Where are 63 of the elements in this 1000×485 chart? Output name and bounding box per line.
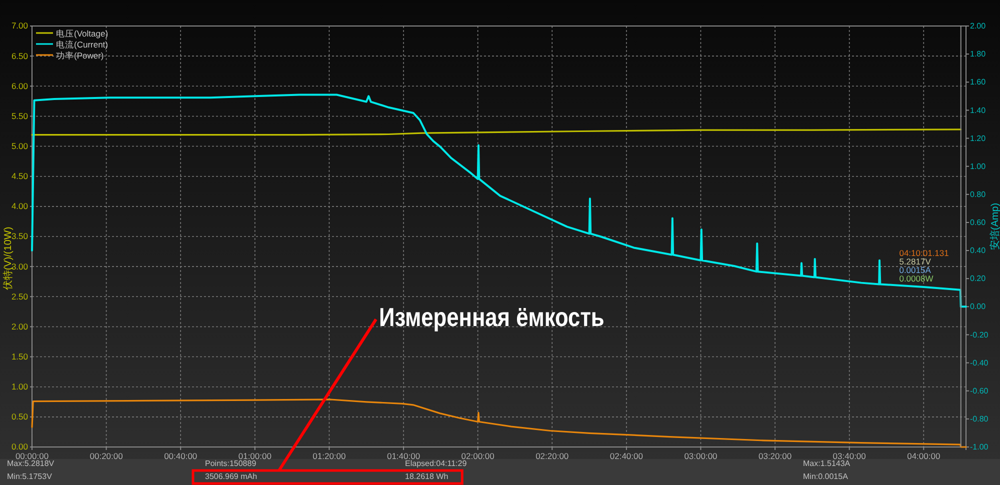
legend-label: 电流(Current) bbox=[56, 40, 108, 50]
line-series bbox=[31, 398, 967, 448]
ref-line-label: 04:10:01.131 bbox=[899, 248, 950, 258]
text: 18.2618 Wh bbox=[405, 472, 448, 481]
text: Min:5.1753V bbox=[7, 472, 53, 481]
x-tick-label: 00:00:00 bbox=[15, 451, 49, 462]
x-tick-label: 01:20:00 bbox=[312, 451, 346, 462]
text: Elapsed:04:11:29 bbox=[405, 459, 468, 468]
y2-tick-label: 1.60 bbox=[970, 78, 986, 87]
y2-tick-label: 0.40 bbox=[970, 246, 986, 256]
y-tick-label: 5.00 bbox=[11, 141, 28, 152]
y-tick-label: 7.00 bbox=[11, 20, 28, 31]
x-tick-label: 03:20:00 bbox=[758, 451, 792, 462]
y2-tick-label: 1.80 bbox=[970, 50, 986, 59]
y-tick-label: 2.00 bbox=[11, 321, 28, 332]
text: Min:0.0015A bbox=[803, 472, 849, 481]
y2-tick-label: 0.20 bbox=[970, 274, 986, 284]
x-tick-label: 01:40:00 bbox=[386, 451, 420, 462]
y2-tick-label: 1.20 bbox=[970, 134, 986, 143]
y2-tick-label: -0.40 bbox=[970, 358, 989, 368]
y-tick-label: 1.50 bbox=[11, 352, 28, 362]
x-tick-label: 02:20:00 bbox=[536, 451, 569, 462]
x-tick-label: 03:00:00 bbox=[684, 451, 718, 462]
y-tick-label: 2.50 bbox=[11, 291, 28, 302]
y2-tick-label: 1.40 bbox=[970, 106, 986, 115]
y-tick-label: 3.50 bbox=[11, 231, 28, 242]
text: Max:5.2818V bbox=[7, 459, 55, 468]
text: Points:150889 bbox=[205, 459, 257, 468]
y2-tick-label: 0.80 bbox=[970, 190, 986, 199]
y-tick-label: 4.50 bbox=[11, 171, 28, 182]
y2-tick-label: -0.60 bbox=[970, 386, 989, 396]
y-tick-label: 1.00 bbox=[11, 382, 28, 392]
annotation: Измеренная ёмкость bbox=[379, 303, 604, 332]
x-tick-label: 01:00:00 bbox=[238, 451, 272, 462]
annotation: 0.0015A bbox=[899, 265, 932, 275]
legend-label: 功率(Power) bbox=[56, 50, 104, 60]
annotation: 0.0008W bbox=[899, 274, 934, 284]
y2-tick-label: -0.20 bbox=[970, 330, 989, 340]
y2-tick-label: 0.00 bbox=[970, 302, 986, 312]
legend-label: 电压(Voltage) bbox=[56, 28, 108, 38]
y-tick-label: 0.00 bbox=[11, 442, 28, 452]
y-tick-label: 6.00 bbox=[11, 80, 28, 91]
y-tick-label: 6.50 bbox=[11, 50, 28, 61]
y2-axis-title: 安培(Amp) bbox=[989, 202, 1000, 250]
y2-tick-label: -0.80 bbox=[970, 414, 989, 424]
text: 3506.969 mAh bbox=[205, 472, 258, 481]
text: Max:1.5143A bbox=[803, 459, 851, 468]
x-tick-label: 00:40:00 bbox=[164, 451, 198, 462]
y-tick-label: 4.00 bbox=[11, 201, 28, 212]
y2-tick-label: 2.00 bbox=[970, 22, 986, 31]
annotation: 5.2817V bbox=[899, 256, 932, 266]
y-tick-label: 5.50 bbox=[11, 110, 28, 121]
x-tick-label: 02:00:00 bbox=[461, 451, 495, 462]
x-tick-label: 00:20:00 bbox=[90, 451, 124, 462]
y2-tick-label: -1.00 bbox=[970, 442, 989, 452]
y-tick-label: 0.50 bbox=[11, 412, 28, 422]
x-tick-label: 02:40:00 bbox=[610, 451, 644, 462]
y2-tick-label: 0.60 bbox=[970, 218, 986, 228]
y-tick-label: 3.00 bbox=[11, 261, 28, 272]
x-tick-label: 04:00:00 bbox=[907, 451, 940, 462]
x-tick-label: 03:40:00 bbox=[832, 451, 866, 462]
line-series bbox=[31, 94, 967, 308]
y2-tick-label: 1.00 bbox=[970, 162, 986, 171]
